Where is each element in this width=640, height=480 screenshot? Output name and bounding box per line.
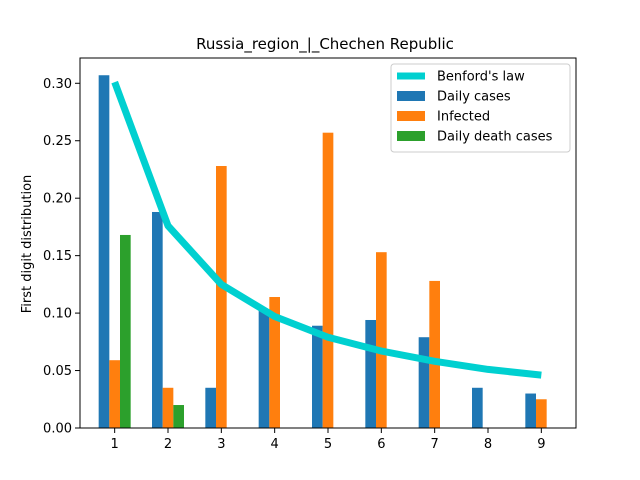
bar-infected-5 bbox=[322, 132, 334, 428]
bar-infected-2 bbox=[162, 387, 174, 428]
x-tick-label-6: 6 bbox=[377, 437, 385, 452]
y-tick-label-1: 0.05 bbox=[43, 364, 72, 379]
legend-swatch-infected bbox=[397, 111, 425, 121]
bar-infected-3 bbox=[216, 166, 227, 428]
x-tick-label-7: 7 bbox=[431, 437, 439, 452]
legend-label-daily-death-cases: Daily death cases bbox=[437, 130, 553, 145]
x-tick-label-8: 8 bbox=[484, 437, 492, 452]
y-tick-label-2: 0.10 bbox=[43, 307, 72, 322]
bar-infected-7 bbox=[429, 280, 440, 428]
bar-infected-4 bbox=[269, 297, 280, 428]
y-tick-label-6: 0.30 bbox=[43, 77, 72, 92]
bar-infected-9 bbox=[536, 399, 547, 428]
bar-infected-1 bbox=[109, 360, 120, 428]
bar-daily-cases-2 bbox=[152, 211, 163, 428]
y-axis-label: First digit distribution bbox=[20, 175, 35, 314]
y-tick-label-3: 0.15 bbox=[43, 249, 72, 264]
x-tick-label-1: 1 bbox=[111, 437, 119, 452]
bar-infected-6 bbox=[376, 252, 387, 428]
benford-line bbox=[111, 80, 542, 379]
x-tick-label-5: 5 bbox=[324, 437, 332, 452]
bar-daily-cases-4 bbox=[258, 309, 270, 428]
bar-daily-cases-8 bbox=[472, 387, 483, 428]
y-tick-label-4: 0.20 bbox=[43, 192, 72, 207]
bar-daily-cases-3 bbox=[205, 387, 216, 428]
legend: Benford's law Daily cases Infected Daily de… bbox=[390, 63, 571, 153]
bar-daily-cases-6 bbox=[365, 319, 376, 428]
x-tick-label-9: 9 bbox=[537, 437, 545, 452]
bar-daily-cases-7 bbox=[418, 337, 430, 428]
x-tick-label-3: 3 bbox=[217, 437, 225, 452]
plot-area: 1 2 3 4 5 6 7 8 9 0.00 0.05 0.10 0.15 0.20 0.25 0.30 bbox=[43, 57, 577, 452]
x-tick-label-4: 4 bbox=[271, 437, 279, 452]
bar-daily-cases-9 bbox=[525, 393, 536, 428]
bar-daily-death-cases-1 bbox=[120, 234, 131, 428]
y-tick-label-0: 0.00 bbox=[43, 422, 72, 437]
bar-daily-cases-5 bbox=[312, 325, 323, 428]
bar-daily-death-cases-2 bbox=[173, 405, 184, 428]
legend-swatch-daily-death-cases bbox=[397, 131, 425, 141]
legend-box bbox=[390, 63, 571, 153]
legend-swatch-daily-cases bbox=[397, 91, 425, 101]
y-tick-label-5: 0.25 bbox=[43, 134, 72, 149]
x-tick-label-2: 2 bbox=[164, 437, 172, 452]
legend-label-daily-cases: Daily cases bbox=[437, 90, 511, 105]
legend-label-infected: Infected bbox=[437, 110, 490, 125]
bar-daily-cases-1 bbox=[98, 75, 110, 429]
legend-label-benford-s-law: Benford's law bbox=[437, 70, 525, 85]
chart-title: Russia_region_|_Chechen Republic bbox=[196, 35, 454, 54]
